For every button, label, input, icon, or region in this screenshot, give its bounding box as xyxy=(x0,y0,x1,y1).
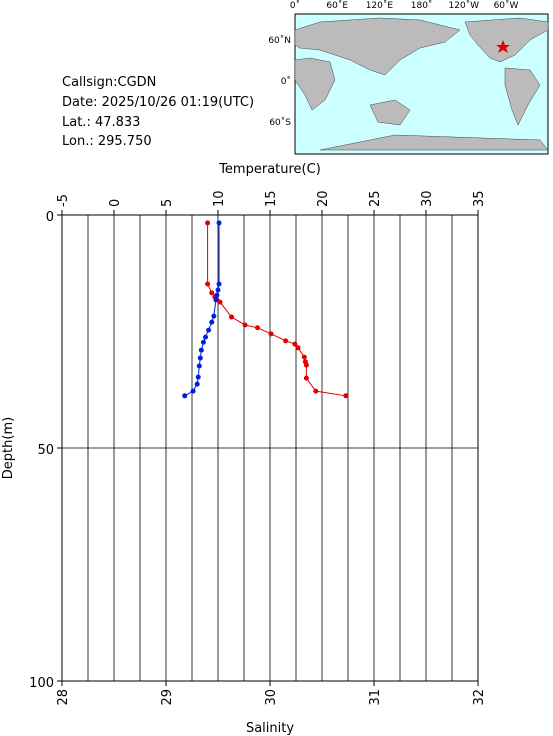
profile-point xyxy=(292,341,298,347)
profile-point xyxy=(283,338,289,344)
profile-point xyxy=(242,322,248,328)
map-lon-label: 120˚E xyxy=(366,0,394,11)
callsign: Callsign:CGDN xyxy=(62,75,156,90)
profile-line xyxy=(207,222,346,397)
profile-point xyxy=(301,354,307,360)
x-tick-label: 0 xyxy=(108,199,123,207)
x2-tick-label: 29 xyxy=(160,689,175,706)
profile-point xyxy=(195,374,201,380)
date: Date: 2025/10/26 01:19(UTC) xyxy=(62,95,254,110)
map-lat-label: 60˚S xyxy=(269,117,291,128)
map-land xyxy=(294,17,549,151)
profile-point xyxy=(196,363,202,369)
profile-point xyxy=(216,220,222,226)
profile-point xyxy=(313,388,319,394)
x-tick-label: 35 xyxy=(472,190,487,207)
profile-point xyxy=(211,313,217,319)
y-tick-label: 0 xyxy=(46,210,54,225)
x2-tick-label: 30 xyxy=(264,689,279,706)
y-axis-title: Depth(m) xyxy=(1,417,16,479)
x-tick-label: 20 xyxy=(316,190,331,207)
profile-point xyxy=(303,375,309,381)
profile-point xyxy=(209,319,215,325)
profile-point xyxy=(343,393,349,399)
map-lat-label: 0˚ xyxy=(281,76,291,87)
x-tick-label: 5 xyxy=(160,199,175,207)
profile-point xyxy=(215,287,221,293)
profile-point xyxy=(205,281,211,287)
x-tick-label: 25 xyxy=(368,190,383,207)
map-lon-label: 180˚ xyxy=(411,0,433,11)
map-lon-label: 120˚W xyxy=(449,0,480,11)
latitude: Lat.: 47.833 xyxy=(62,115,140,130)
x2-tick-label: 31 xyxy=(368,689,383,706)
x-tick-label: 30 xyxy=(420,190,435,207)
x-axis-title: Temperature(C) xyxy=(218,162,321,177)
y-tick-label: 50 xyxy=(37,443,54,458)
profile-point xyxy=(190,388,196,394)
x2-axis-title: Salinity xyxy=(246,721,294,736)
profile-point xyxy=(217,299,223,305)
profile-point xyxy=(203,334,209,340)
x-tick-label: 10 xyxy=(212,190,227,207)
profile-point xyxy=(295,345,301,351)
longitude: Lon.: 295.750 xyxy=(62,134,152,149)
profile-point xyxy=(197,355,203,361)
x2-tick-label: 28 xyxy=(56,689,71,706)
map-lon-label: 0˚ xyxy=(290,0,300,11)
profile-point xyxy=(229,314,235,320)
profile-point xyxy=(198,347,204,353)
x-tick-label: -5 xyxy=(56,194,71,207)
profile-point xyxy=(194,381,200,387)
profile-point xyxy=(205,220,211,226)
station-marker xyxy=(496,40,510,53)
x2-tick-label: 32 xyxy=(472,689,487,706)
profile-point xyxy=(214,292,220,298)
profile-point xyxy=(255,325,261,331)
profile-point xyxy=(209,290,215,296)
profile-point xyxy=(206,327,212,333)
profile-point xyxy=(182,393,188,399)
map-lat-label: 60˚N xyxy=(268,35,291,46)
map xyxy=(294,13,549,155)
profile-point xyxy=(268,331,274,337)
profile-point xyxy=(213,297,219,303)
x-tick-label: 15 xyxy=(264,190,279,207)
profile-point xyxy=(303,362,309,368)
profile-point xyxy=(200,339,206,345)
map-lon-label: 60˚E xyxy=(326,0,348,11)
map-lon-label: 60˚W xyxy=(494,0,519,11)
y-tick-label: 100 xyxy=(29,676,54,691)
profile-point xyxy=(216,281,222,287)
profile-line xyxy=(184,222,220,397)
